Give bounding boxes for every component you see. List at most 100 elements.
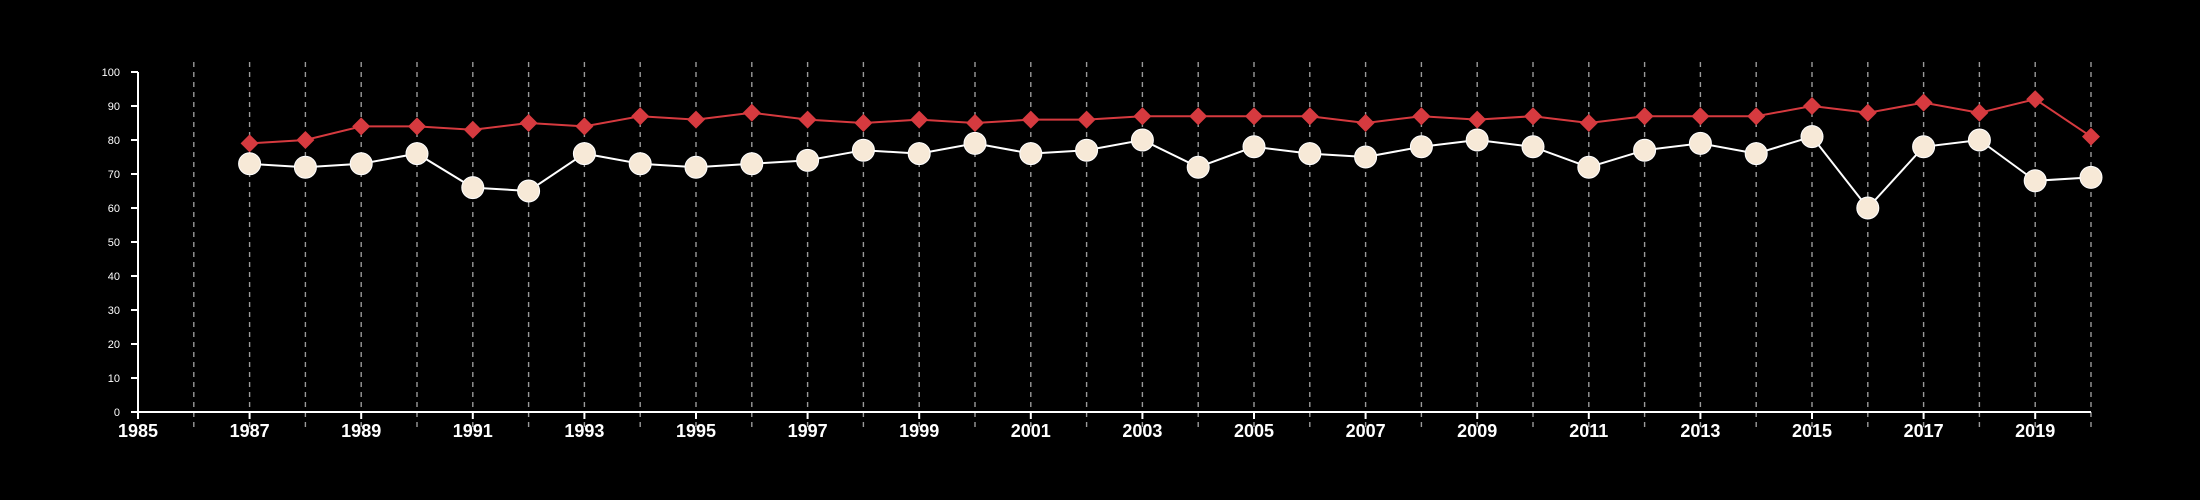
diamond-marker xyxy=(854,114,873,132)
x-tick-label: 1995 xyxy=(676,421,716,441)
diamond-marker xyxy=(1524,107,1542,126)
circle-marker xyxy=(1856,196,1880,220)
circle-marker xyxy=(405,142,429,166)
diamond-marker xyxy=(1914,93,1933,112)
diamond-marker xyxy=(519,114,538,132)
diamond-marker xyxy=(1691,107,1710,126)
diamond-marker xyxy=(1300,107,1319,126)
diamond-marker xyxy=(687,110,705,129)
diamond-marker xyxy=(966,114,984,132)
diamond-marker xyxy=(1021,110,1040,129)
diamond-marker xyxy=(1245,107,1263,126)
circle-marker xyxy=(1633,138,1657,162)
series-1-circle xyxy=(238,125,2103,220)
circle-marker xyxy=(628,152,652,176)
diamond-marker xyxy=(575,117,594,136)
circle-marker xyxy=(851,138,875,162)
x-tick-label: 2019 xyxy=(2015,421,2055,441)
diamond-marker xyxy=(742,103,761,122)
y-tick-label: 50 xyxy=(108,237,120,249)
circle-marker xyxy=(740,152,764,176)
circle-marker xyxy=(1409,135,1433,159)
diamond-marker xyxy=(2026,90,2045,109)
y-tick-label: 70 xyxy=(108,169,120,181)
circle-marker xyxy=(461,176,485,200)
diamond-marker xyxy=(1803,97,1821,115)
y-tick-label: 40 xyxy=(108,271,120,283)
y-tick-label: 90 xyxy=(108,101,120,113)
x-tick-label: 1985 xyxy=(118,421,158,441)
y-tick-label: 80 xyxy=(108,135,120,147)
x-tick-label: 2017 xyxy=(1904,421,1944,441)
x-tick-label: 1993 xyxy=(564,421,604,441)
circle-marker xyxy=(1688,131,1712,155)
x-tick-label: 2003 xyxy=(1122,421,1162,441)
y-tick-label: 20 xyxy=(108,339,120,351)
series-line xyxy=(249,98,2092,145)
circle-marker xyxy=(1800,125,1824,149)
circle-marker xyxy=(1465,128,1489,152)
circle-marker xyxy=(1744,142,1768,166)
diamond-marker xyxy=(1858,103,1877,122)
series-line xyxy=(249,135,2092,210)
diamond-marker xyxy=(408,117,426,136)
circle-marker xyxy=(293,155,317,179)
x-tick-label: 2015 xyxy=(1792,421,1832,441)
x-tick-label: 2013 xyxy=(1680,421,1720,441)
circle-marker xyxy=(963,131,987,155)
diamond-marker xyxy=(1635,107,1654,126)
axes: 1985 1987 1989 1991 1993 1995 1997 1999 2001 2003… xyxy=(102,67,2091,441)
circle-marker xyxy=(517,179,541,203)
circle-marker xyxy=(1912,135,1936,159)
circle-marker xyxy=(2079,165,2103,189)
circle-marker xyxy=(907,142,931,166)
circle-marker xyxy=(2023,169,2047,193)
circle-marker xyxy=(1186,155,1210,179)
y-tick-label: 0 xyxy=(114,407,120,419)
x-tick-label: 1987 xyxy=(230,421,270,441)
circle-marker xyxy=(1521,135,1545,159)
diamond-marker xyxy=(1468,110,1487,129)
diamond-marker xyxy=(296,131,315,149)
x-tick-label: 2011 xyxy=(1569,421,1608,441)
x-tick-label: 2001 xyxy=(1011,421,1051,441)
circle-marker xyxy=(1967,128,1991,152)
x-tick-label: 1989 xyxy=(341,421,381,441)
x-tick-label: 2009 xyxy=(1457,421,1497,441)
diamond-marker xyxy=(1356,114,1375,132)
y-tick-label: 100 xyxy=(102,67,120,79)
circle-marker xyxy=(684,155,708,179)
circle-marker xyxy=(1130,128,1154,152)
series-0-diamond xyxy=(240,90,2100,153)
diamond-marker xyxy=(631,107,650,126)
x-tick-label: 1999 xyxy=(899,421,939,441)
diamond-marker xyxy=(1133,107,1152,126)
circle-marker xyxy=(1019,142,1043,166)
circle-marker xyxy=(572,142,596,166)
diamond-marker xyxy=(910,110,929,129)
x-tick-label: 2007 xyxy=(1346,421,1386,441)
diamond-marker xyxy=(240,134,259,153)
circle-marker xyxy=(1577,155,1601,179)
circle-marker xyxy=(1354,145,1378,169)
diamond-marker xyxy=(1579,114,1598,132)
series xyxy=(238,90,2103,220)
y-tick-label: 60 xyxy=(108,203,120,215)
diamond-marker xyxy=(1747,107,1766,126)
circle-marker xyxy=(1298,142,1322,166)
circle-marker xyxy=(796,148,820,172)
diamond-marker xyxy=(1189,107,1208,126)
circle-marker xyxy=(238,152,262,176)
circle-marker xyxy=(349,152,373,176)
diamond-marker xyxy=(352,117,371,136)
diamond-marker xyxy=(2082,127,2100,146)
x-tick-label: 2005 xyxy=(1234,421,1274,441)
diamond-marker xyxy=(463,120,482,139)
diamond-marker xyxy=(798,110,817,129)
x-tick-label: 1991 xyxy=(453,421,493,441)
x-tick-label: 1997 xyxy=(788,421,828,441)
diamond-marker xyxy=(1077,110,1096,129)
circle-marker xyxy=(1242,135,1266,159)
